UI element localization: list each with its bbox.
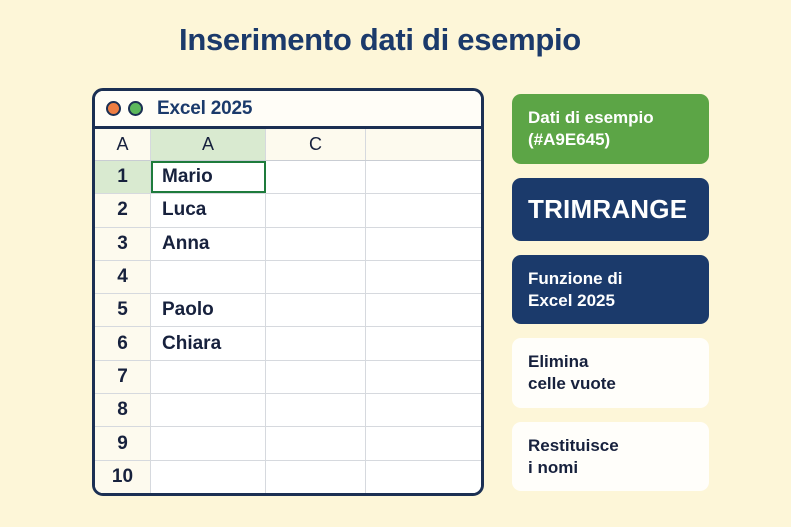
cell-a9[interactable] xyxy=(151,427,266,460)
cell-c3[interactable] xyxy=(266,227,366,260)
cell-a5[interactable]: Paolo xyxy=(151,294,266,327)
column-header-row: A A C xyxy=(95,129,481,161)
cell-c10[interactable] xyxy=(266,460,366,493)
cell-d4[interactable] xyxy=(366,261,481,293)
cell-d6[interactable] xyxy=(366,327,481,359)
cell-c9[interactable] xyxy=(266,427,366,460)
card-funzione-excel: Funzione di Excel 2025 xyxy=(512,254,709,325)
cell-d2[interactable] xyxy=(366,194,481,226)
card-restituisce-nomi: Restituisce i nomi xyxy=(512,421,709,492)
page-title: Inserimento dati di esempio xyxy=(179,22,581,57)
table-row: 9 xyxy=(95,427,481,461)
table-row: 7 xyxy=(95,360,481,395)
cell-a6[interactable]: Chiara xyxy=(151,327,266,360)
close-dot-icon[interactable] xyxy=(106,101,121,116)
row-header-9[interactable]: 9 xyxy=(95,427,151,460)
row-header-8[interactable]: 8 xyxy=(95,394,151,427)
cell-a10[interactable] xyxy=(151,460,266,493)
table-row: 1 Mario xyxy=(95,161,481,195)
cell-c2[interactable] xyxy=(266,194,366,227)
table-row: 6 Chiara xyxy=(95,327,481,361)
table-row: 5 Paolo xyxy=(95,294,481,328)
window-title: Excel 2025 xyxy=(157,97,253,119)
table-row: 2 Luca xyxy=(95,194,481,228)
column-header-corner[interactable]: A xyxy=(95,129,151,160)
table-row: 8 xyxy=(95,394,481,428)
cell-c6[interactable] xyxy=(266,327,366,360)
card-elimina-celle: Elimina celle vuote xyxy=(512,338,709,408)
table-row: 4 xyxy=(95,260,481,295)
cell-c5[interactable] xyxy=(266,294,366,327)
cell-a4[interactable] xyxy=(151,260,266,294)
spreadsheet-window: Excel 2025 A A C 1 Mario 2 Luca 3 Anna xyxy=(92,88,484,496)
column-header-a[interactable]: A xyxy=(151,129,266,160)
cell-a3[interactable]: Anna xyxy=(151,227,266,260)
cell-c7[interactable] xyxy=(266,360,366,394)
cell-a1[interactable]: Mario xyxy=(151,161,266,194)
window-titlebar: Excel 2025 xyxy=(95,91,481,129)
cell-c1[interactable] xyxy=(266,161,366,194)
cell-d5[interactable] xyxy=(366,294,481,326)
minimize-dot-icon[interactable] xyxy=(128,101,143,116)
cell-d7[interactable] xyxy=(366,361,481,393)
table-row: 10 xyxy=(95,460,481,493)
column-header-c[interactable]: C xyxy=(266,129,366,160)
row-header-10[interactable]: 10 xyxy=(95,460,151,493)
cell-d3[interactable] xyxy=(366,228,481,260)
cell-d9[interactable] xyxy=(366,427,481,459)
row-header-4[interactable]: 4 xyxy=(95,260,151,294)
row-header-1[interactable]: 1 xyxy=(95,161,151,194)
spreadsheet-grid: A A C 1 Mario 2 Luca 3 Anna 4 xyxy=(95,129,481,493)
table-row: 3 Anna xyxy=(95,227,481,261)
cell-c4[interactable] xyxy=(266,260,366,294)
cell-d1[interactable] xyxy=(366,161,481,193)
cell-c8[interactable] xyxy=(266,394,366,427)
info-card-list: Dati di esempio (#A9E645) TRIMRANGE Funz… xyxy=(512,94,709,492)
cell-a2[interactable]: Luca xyxy=(151,194,266,227)
row-header-7[interactable]: 7 xyxy=(95,360,151,394)
cell-d8[interactable] xyxy=(366,394,481,426)
card-dati-di-esempio: Dati di esempio (#A9E645) xyxy=(512,94,709,164)
row-header-2[interactable]: 2 xyxy=(95,194,151,227)
row-header-5[interactable]: 5 xyxy=(95,294,151,327)
cell-d10[interactable] xyxy=(366,461,481,493)
cell-a7[interactable] xyxy=(151,360,266,394)
column-header-d[interactable] xyxy=(366,129,481,160)
row-header-3[interactable]: 3 xyxy=(95,227,151,260)
card-trimrange: TRIMRANGE xyxy=(512,177,709,241)
row-header-6[interactable]: 6 xyxy=(95,327,151,360)
cell-a8[interactable] xyxy=(151,394,266,427)
